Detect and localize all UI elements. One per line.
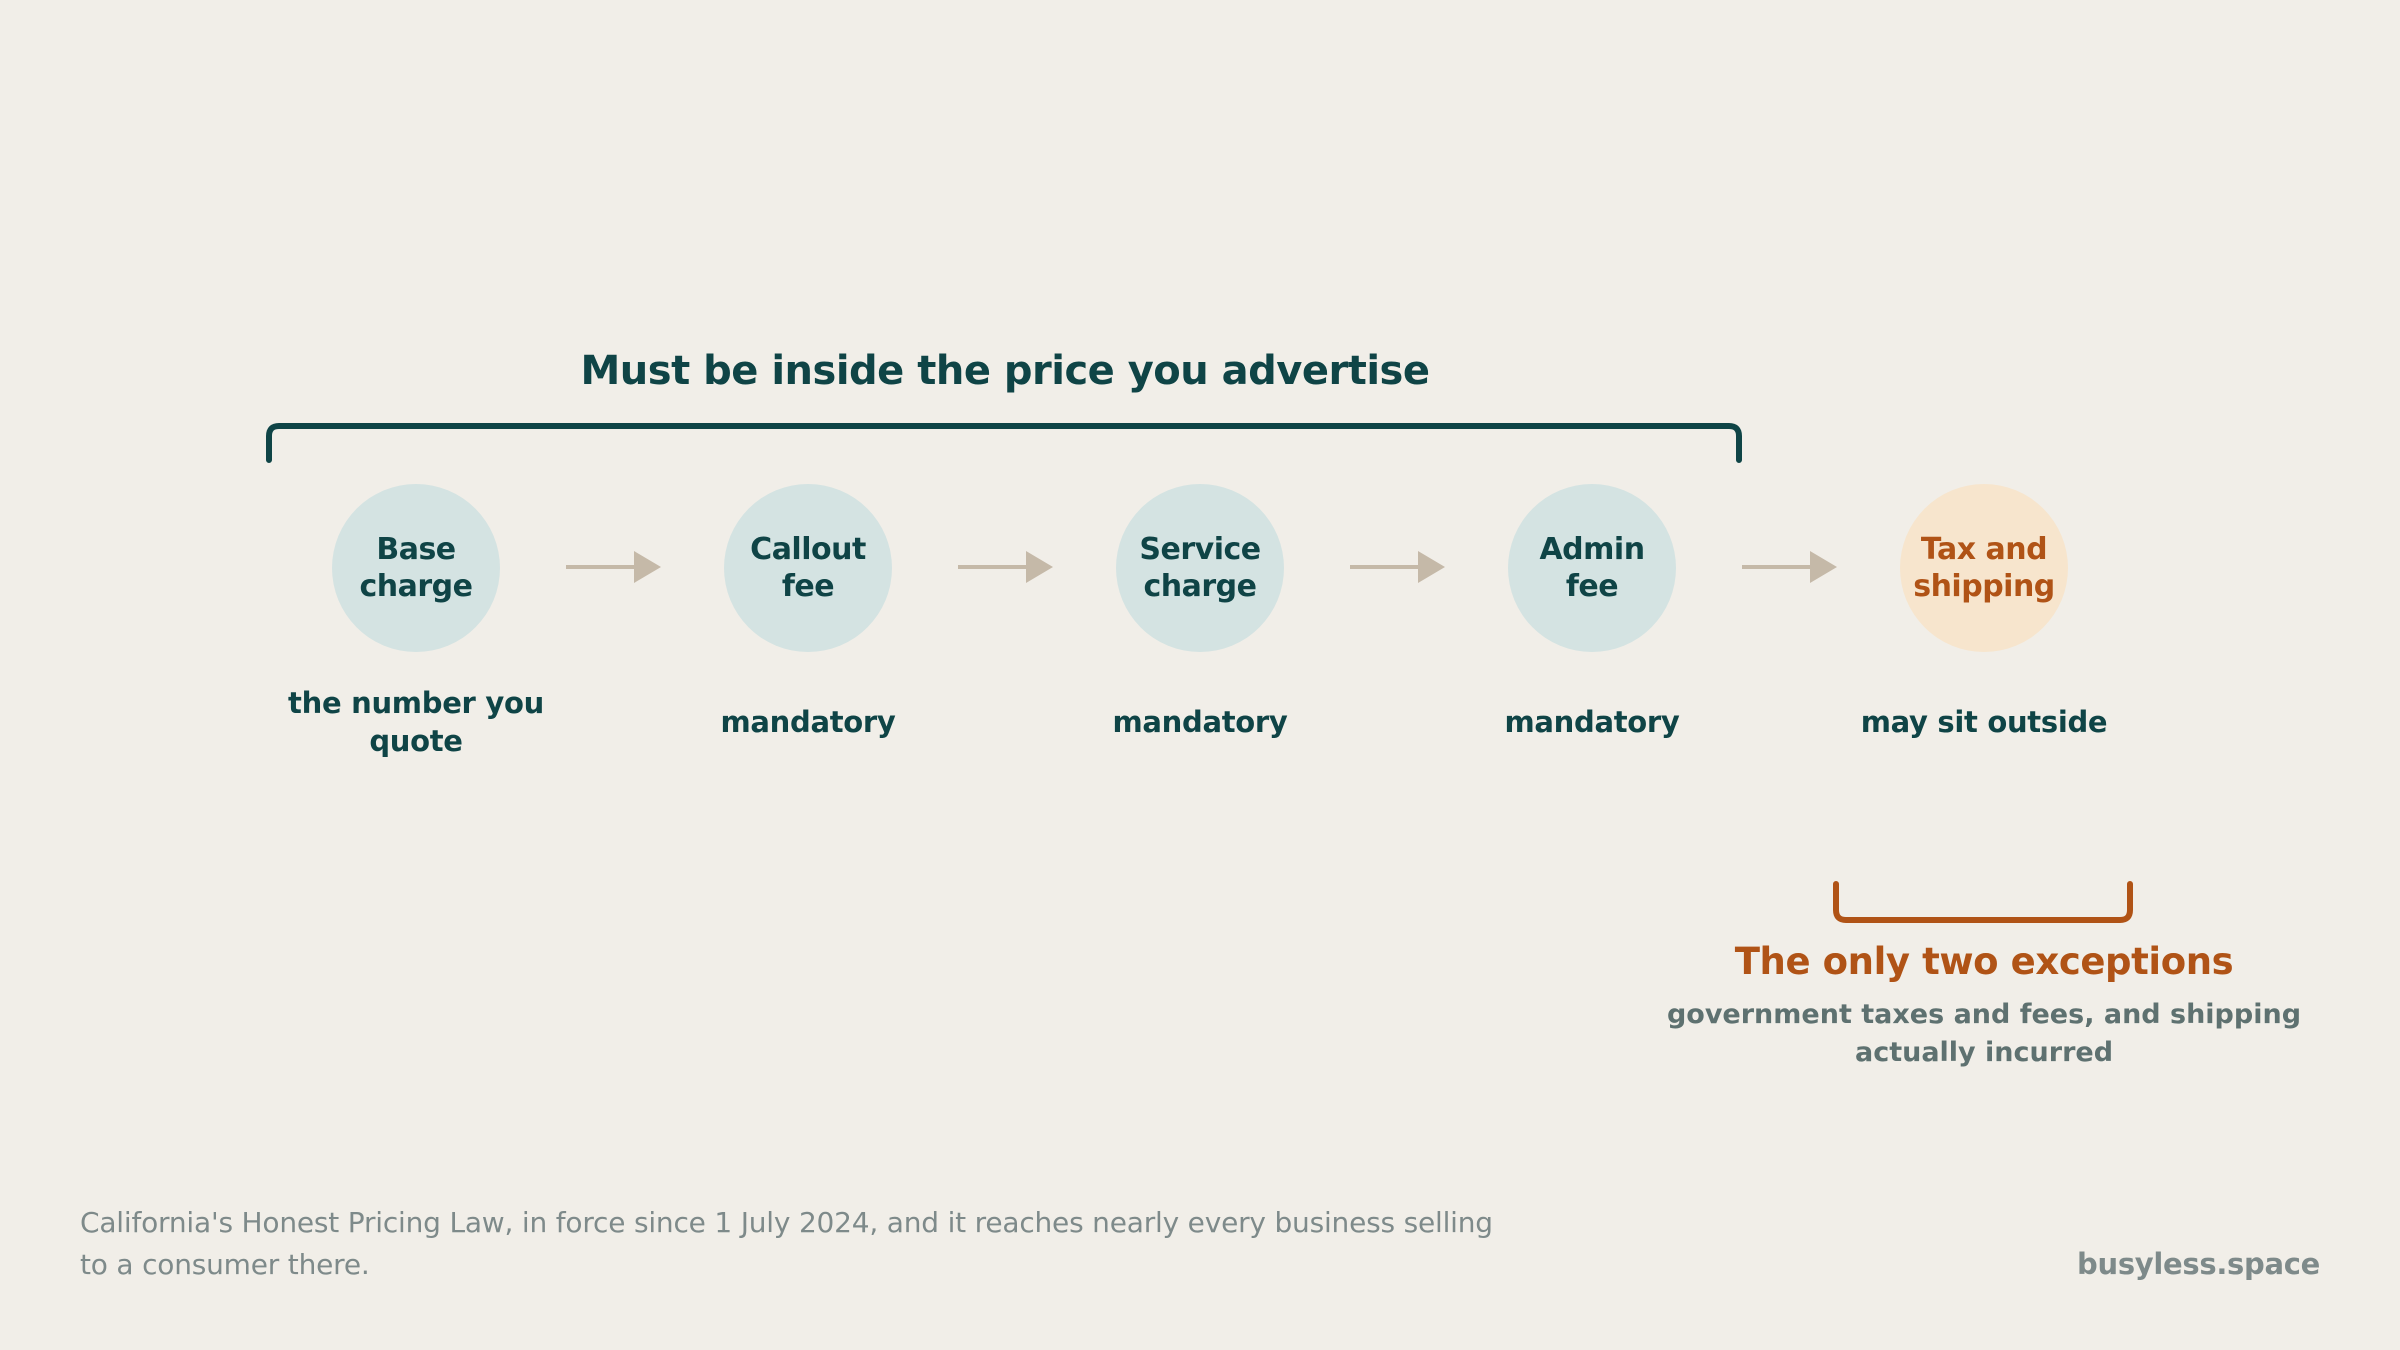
footer-note: California's Honest Pricing Law, in forc… [80, 1206, 1493, 1281]
caption-tax-and-shipping: may sit outside [1860, 705, 2108, 739]
flow-arrow-1 [566, 551, 661, 583]
exceptions-subtitle: government taxes and fees, and shipping … [1666, 999, 2302, 1068]
caption-base-charge: the number you quote [288, 686, 544, 758]
exceptions-bracket [1833, 881, 2133, 923]
flow-arrow-2 [958, 551, 1053, 583]
caption-admin-fee: mandatory [1504, 705, 1680, 739]
exceptions-title: The only two exceptions [1734, 940, 2234, 983]
flow-arrow-3 [1350, 551, 1445, 583]
node-callout-fee: Callout fee [724, 484, 892, 652]
node-tax-and-shipping: Tax and shipping [1900, 484, 2068, 652]
node-label: Service charge [1139, 532, 1261, 604]
node-label: Tax and shipping [1913, 532, 2055, 604]
caption-callout-fee: mandatory [720, 705, 896, 739]
node-label: Callout fee [750, 532, 866, 604]
node-base-charge: Base charge [332, 484, 500, 652]
node-service-charge: Service charge [1116, 484, 1284, 652]
node-label: Admin fee [1539, 532, 1645, 604]
flow-arrow-4 [1742, 551, 1837, 583]
caption-service-charge: mandatory [1112, 705, 1288, 739]
node-label: Base charge [359, 532, 473, 604]
included-fees-bracket [266, 423, 1742, 463]
node-admin-fee: Admin fee [1508, 484, 1676, 652]
included-fees-title: Must be inside the price you advertise [580, 348, 1431, 394]
brand-name: busyless.space [2077, 1247, 2320, 1281]
